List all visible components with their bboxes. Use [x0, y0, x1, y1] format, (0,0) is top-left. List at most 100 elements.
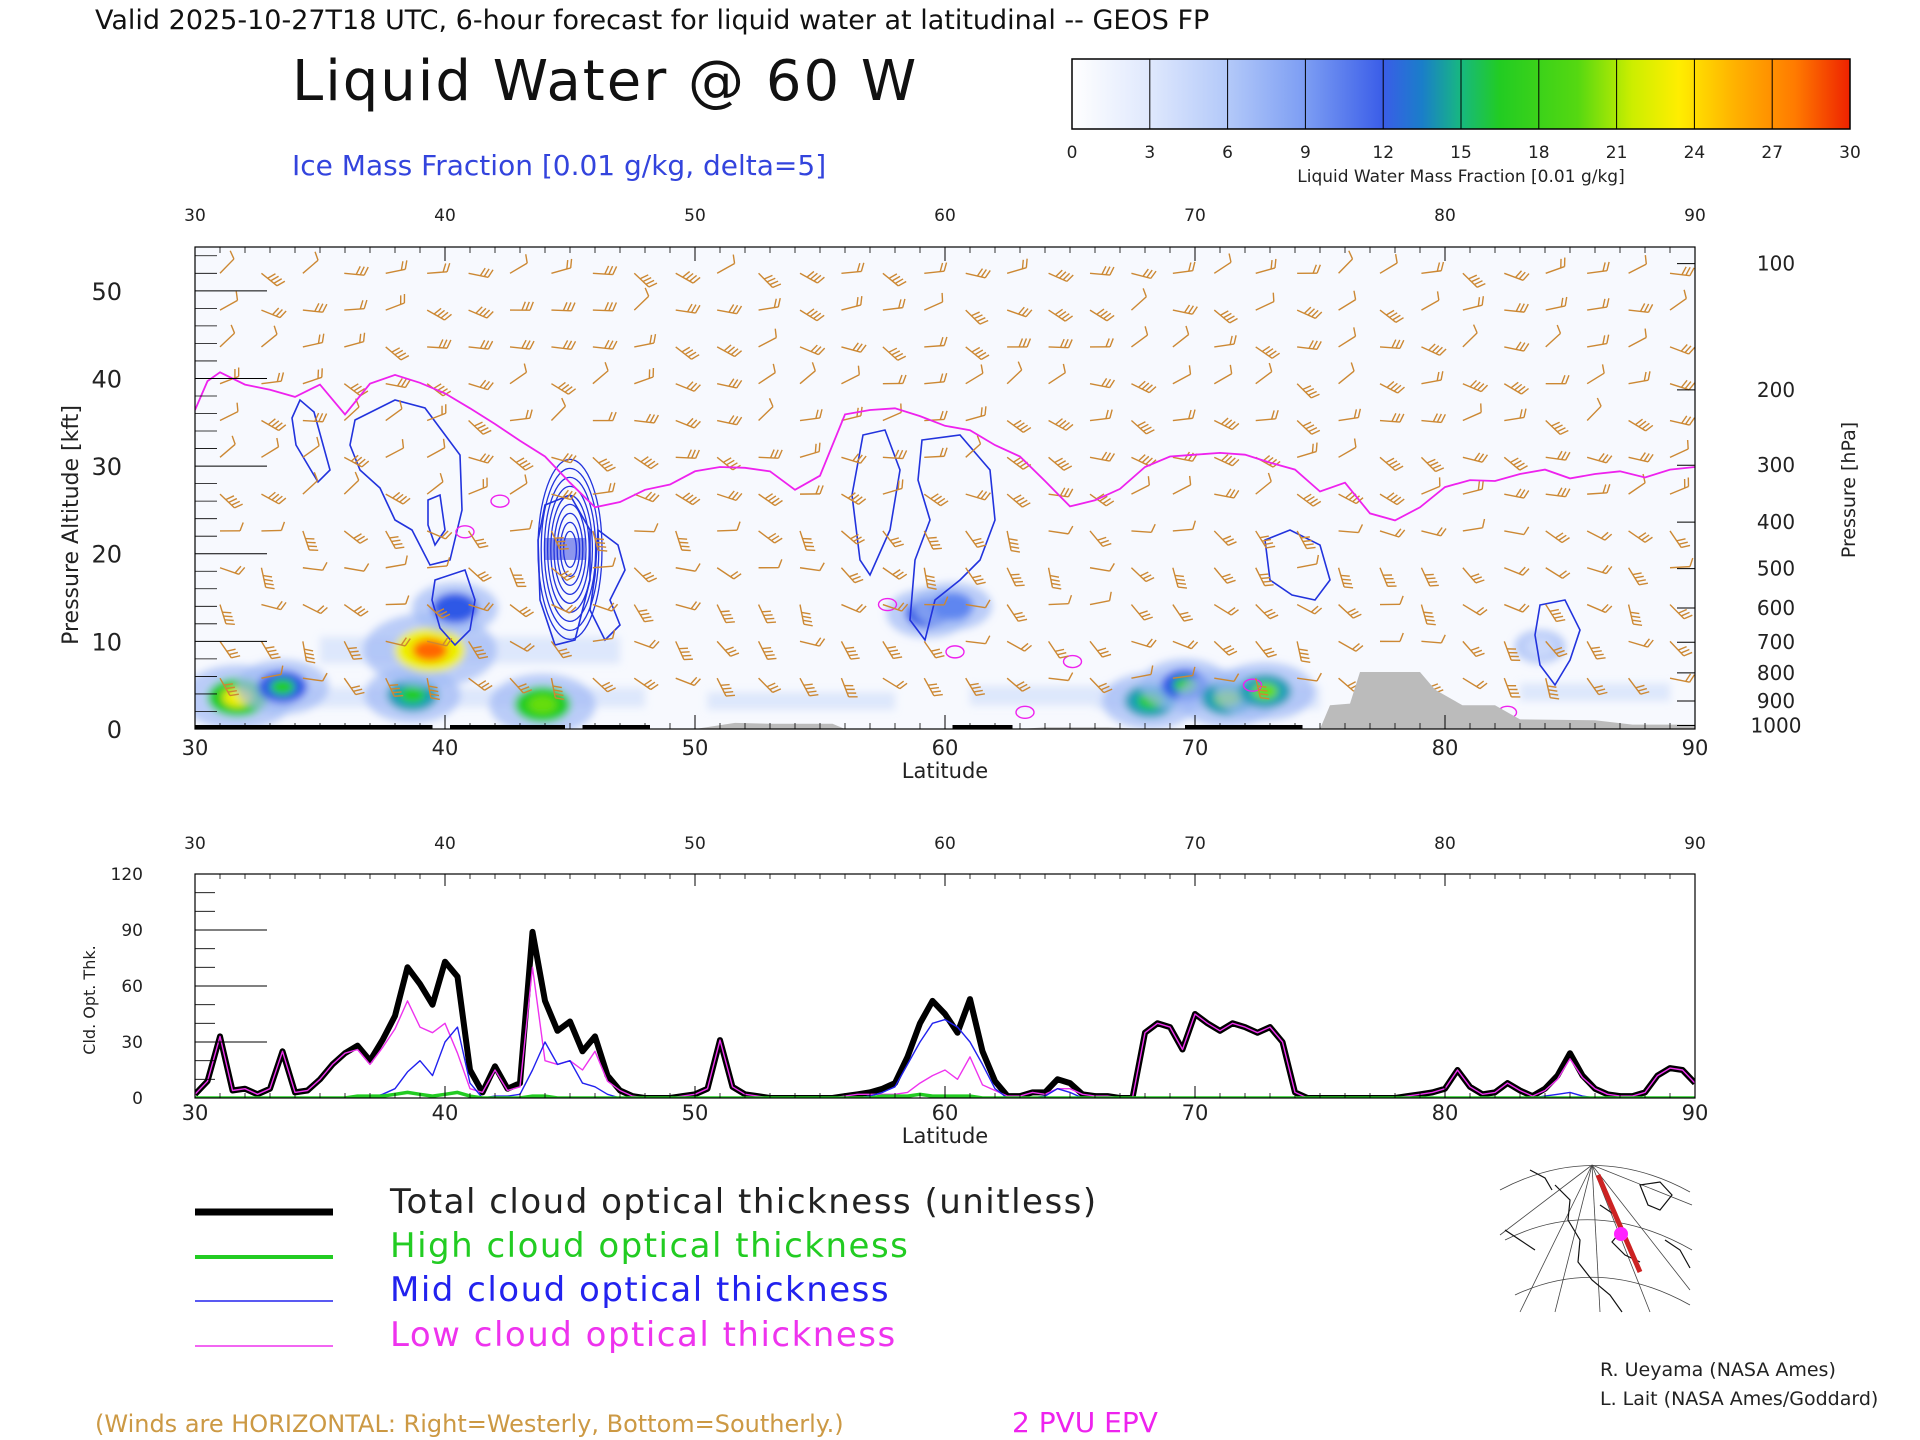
wind-barb — [1337, 567, 1354, 589]
wind-barb — [882, 346, 907, 361]
pressure-tick-label: 200 — [1757, 378, 1795, 402]
wind-barb — [675, 346, 700, 360]
wind-barb — [1586, 364, 1605, 385]
wind-barb — [1213, 253, 1232, 274]
wind-barb — [551, 452, 577, 464]
liquid-water-haze — [1520, 683, 1670, 701]
wind-barb — [1586, 564, 1613, 575]
wind-barb — [1296, 306, 1323, 319]
wind-barb — [633, 272, 658, 288]
wind-barb — [1421, 477, 1441, 495]
wind-barb — [1213, 453, 1240, 467]
wind-barb — [841, 365, 860, 385]
wind-barb — [799, 442, 821, 458]
wind-barb — [1503, 641, 1521, 661]
wind-barb — [716, 640, 740, 657]
wind-barb — [1669, 673, 1695, 683]
wind-barb — [219, 640, 241, 659]
wind-barb — [260, 272, 286, 287]
cross-section-ylabel: Pressure Altitude [kft] — [59, 405, 84, 645]
wind-barb — [1089, 677, 1113, 694]
wind-barb — [219, 250, 235, 274]
wind-barb — [965, 309, 989, 325]
wind-barb — [385, 399, 403, 422]
wind-barb — [1089, 562, 1115, 572]
wind-barb — [1669, 640, 1693, 657]
wind-barb — [261, 418, 287, 432]
wind-barb — [841, 453, 867, 464]
wind-barb — [841, 492, 867, 505]
wind-barb — [1669, 289, 1687, 311]
y-tick-label: 30 — [91, 453, 122, 481]
wind-barb — [467, 530, 489, 549]
pressure-tick-label: 1000 — [1751, 713, 1802, 737]
wind-barb — [633, 567, 658, 583]
colorbar-tick-label: 3 — [1144, 143, 1155, 163]
pressure-ylabel: Pressure [hPa] — [1838, 422, 1860, 558]
wind-barb — [1462, 272, 1486, 288]
wind-barb — [882, 677, 908, 690]
wind-barb — [675, 381, 701, 392]
wind-barb — [427, 557, 451, 569]
wind-barb — [1586, 641, 1606, 660]
ice-contour-core — [540, 467, 600, 631]
wind-barb — [302, 251, 319, 274]
wind-barb — [882, 479, 904, 495]
epv-label: 2 PVU EPV — [1012, 1406, 1158, 1439]
wind-barb — [1628, 473, 1646, 495]
wind-barb — [302, 333, 325, 348]
wind-barb — [1213, 603, 1239, 616]
x-tick-label: 70 — [1182, 736, 1209, 760]
wind-barb — [1172, 604, 1193, 622]
main-title: Liquid Water @ 60 W — [292, 49, 918, 114]
wind-barb — [261, 491, 287, 505]
wind-barb — [468, 477, 488, 495]
wind-barb — [965, 346, 990, 361]
ice-subtitle: Ice Mass Fraction [0.01 g/kg, delta=5] — [292, 149, 826, 182]
wind-barb — [717, 521, 741, 532]
wind-barb — [1379, 380, 1405, 394]
wind-barb — [1545, 640, 1568, 658]
wind-barb — [965, 435, 982, 458]
wind-barb — [343, 603, 369, 617]
valid-line: Valid 2025-10-27T18 UTC, 6-hour forecast… — [95, 5, 1209, 36]
wind-barb — [551, 603, 577, 614]
wind-barb — [1379, 492, 1405, 506]
wind-barb — [468, 339, 494, 350]
wind-barb — [1628, 677, 1650, 695]
ice-contour — [1534, 599, 1581, 687]
wind-barb — [1172, 475, 1192, 495]
wind-barb — [1504, 302, 1529, 313]
wind-barb — [427, 339, 452, 349]
wind-barb — [1504, 526, 1530, 536]
wind-barb — [1504, 566, 1530, 576]
legend-label-low: Low cloud optical thickness — [390, 1315, 897, 1355]
wind-barb — [1462, 403, 1482, 422]
wind-barb — [1172, 365, 1192, 385]
pressure-tick-label: 700 — [1757, 630, 1795, 654]
x-tick-label: 30 — [182, 736, 209, 760]
cross-section-axes: 3030404050506060707080809090010203040501… — [91, 206, 1801, 760]
wind-barb — [426, 678, 440, 701]
colorbar-ticks: 0 3 6 9 12 15 18 21 24 27 30 — [1067, 59, 1861, 163]
wind-barb — [509, 677, 533, 694]
wind-barb — [1255, 258, 1277, 274]
wind-barb — [1131, 476, 1150, 495]
wind-barb — [1338, 640, 1364, 652]
legend-label-mid: Mid cloud optical thickness — [390, 1270, 890, 1310]
wind-barb — [302, 603, 328, 615]
wind-barb — [426, 438, 446, 458]
optical-thickness-xlabel: Latitude — [902, 1124, 988, 1148]
wind-barb — [633, 604, 654, 623]
wind-barb — [1089, 409, 1113, 422]
wind-barb — [592, 482, 616, 495]
wind-barb — [1006, 361, 1023, 385]
y-tick-label: 40 — [91, 365, 122, 393]
wind-barb — [716, 677, 736, 697]
wind-barb — [1296, 420, 1321, 435]
wind-barb — [467, 640, 489, 660]
wind-barbs — [219, 250, 1695, 701]
liquid-water-core — [270, 678, 295, 695]
wind-barb — [1462, 518, 1486, 532]
wind-barb — [1420, 604, 1436, 626]
